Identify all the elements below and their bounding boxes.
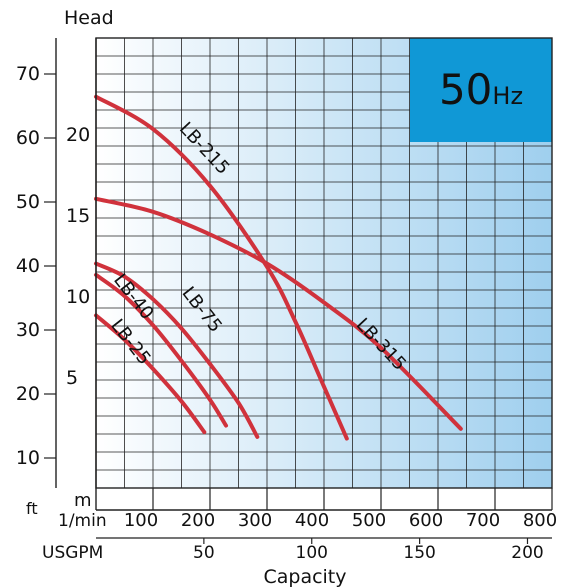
y-tick-label-m: 20 xyxy=(66,124,90,146)
y-tick-label-m: 5 xyxy=(66,367,78,389)
x-axis-title: Capacity xyxy=(263,566,346,588)
y-tick-label-m: 10 xyxy=(66,286,90,308)
x-unit-secondary: USGPM xyxy=(42,543,103,563)
x-tick-label-usgpm: 150 xyxy=(403,543,435,563)
ticks: 5 10 15 20 10 20 30 40 50 60 70 100 200 300 400 500 600 7… xyxy=(16,63,557,563)
y-tick-label-ft: 50 xyxy=(16,191,40,213)
curve-lb-75 xyxy=(94,261,260,439)
x-tick-label: 700 xyxy=(466,510,500,531)
y-unit-m: m xyxy=(74,490,92,511)
y-tick-label-ft: 10 xyxy=(16,447,40,469)
badge-unit: Hz xyxy=(492,82,523,110)
x-tick-label: 800 xyxy=(523,510,557,531)
x-tick-label: 600 xyxy=(409,510,443,531)
curve-lb-315 xyxy=(94,196,463,431)
y-tick-label-m: 15 xyxy=(66,205,90,227)
badge-text: 50Hz xyxy=(439,65,523,114)
x-unit-main: 1/min xyxy=(58,511,107,531)
x-tick-label: 400 xyxy=(295,510,329,531)
y-tick-label-ft: 40 xyxy=(16,255,40,277)
y-tick-label-ft: 70 xyxy=(16,63,40,85)
x-tick-label-usgpm: 50 xyxy=(193,543,215,563)
frequency-badge xyxy=(410,38,552,142)
x-tick-label: 100 xyxy=(124,510,158,531)
badge-value: 50 xyxy=(439,65,492,114)
y-tick-label-ft: 60 xyxy=(16,127,40,149)
y-tick-label-ft: 30 xyxy=(16,319,40,341)
y-unit-ft: ft xyxy=(26,499,38,518)
x-tick-label-usgpm: 100 xyxy=(296,543,328,563)
x-tick-label: 500 xyxy=(352,510,386,531)
y-axis-title: Head xyxy=(64,7,114,29)
x-tick-label: 200 xyxy=(181,510,215,531)
y-tick-label-ft: 20 xyxy=(16,383,40,405)
curve-lb-40 xyxy=(94,272,228,428)
x-tick-label-usgpm: 200 xyxy=(511,543,543,563)
curve-lb-25 xyxy=(94,313,207,435)
x-tick-label: 300 xyxy=(238,510,272,531)
